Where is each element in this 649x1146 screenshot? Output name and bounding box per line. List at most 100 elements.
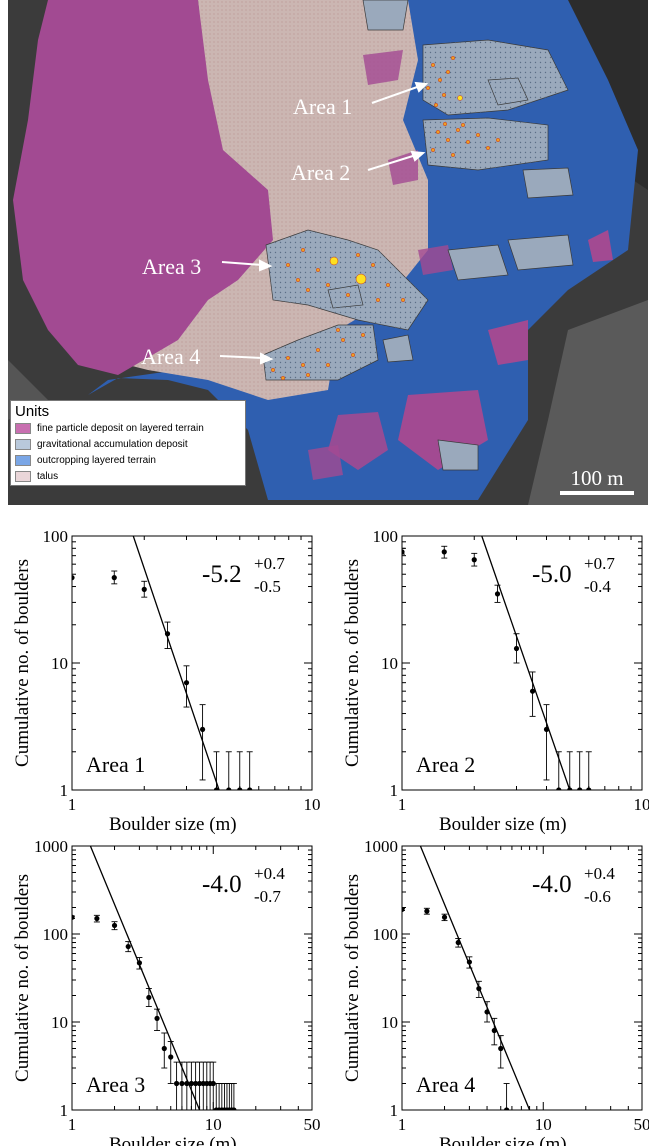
data-point: [183, 680, 190, 686]
power-law-fit-line: [481, 536, 571, 790]
data-point: [164, 631, 171, 637]
scale-label: 100 m: [570, 466, 624, 490]
power-law-fit-line: [419, 846, 531, 1110]
data-point: [498, 1045, 504, 1052]
data-point: [188, 1080, 194, 1087]
data-point: [111, 575, 117, 581]
fit-line-group: [89, 846, 201, 1110]
data-point: [136, 960, 142, 966]
legend-item-outcropping: outcropping layered terrain: [15, 452, 245, 468]
y-tick-label: 10: [381, 654, 398, 673]
chart-area-4: 1 10 50 1 10 100 1000 Boulder size (m) Cumulativ…: [342, 837, 649, 1146]
fine-deposit-unit: [13, 0, 273, 375]
legend-label: gravitational accumulation deposit: [37, 438, 188, 450]
data-point: [168, 1054, 174, 1060]
data-point: [141, 586, 147, 592]
legend-label: fine particle deposit on layered terrain: [37, 422, 204, 434]
data-point: [154, 1015, 160, 1021]
slope-lower-error: -0.4: [584, 577, 611, 596]
data-point: [199, 726, 206, 733]
y-axis-label: Cumulative no. of boulders: [342, 559, 363, 767]
data-point: [196, 1080, 203, 1087]
map-legend: Units fine particle deposit on layered t…: [10, 400, 246, 486]
x-axis-label: Boulder size (m): [439, 1134, 567, 1146]
power-law-fit-line: [132, 536, 220, 790]
data-point: [146, 994, 152, 1001]
y-tick-label: 100: [373, 925, 399, 944]
map-label-area-3: Area 3: [142, 254, 202, 279]
boulder-markers: [270, 55, 501, 381]
y-tick-label: 1000: [364, 837, 398, 856]
scale-bar: 100 m: [557, 466, 637, 495]
y-tick-label: 100: [43, 527, 69, 546]
data-point: [484, 1009, 490, 1015]
data-point: [231, 1107, 237, 1110]
panel-area-label: Area 2: [416, 752, 475, 777]
y-axis-label: Cumulative no. of boulders: [12, 874, 33, 1082]
data-point: [567, 787, 573, 790]
legend-title: Units: [15, 403, 50, 420]
data-point: [556, 787, 562, 790]
map-label-area-4: Area 4: [141, 344, 201, 369]
x-tick-label: 1: [68, 795, 77, 814]
panel-area-label: Area 1: [86, 752, 145, 777]
data-point: [441, 549, 447, 555]
y-tick-label: 1: [390, 1101, 399, 1120]
fit-line-group: [481, 536, 571, 790]
legend-item-gravitational: gravitational accumulation deposit: [15, 436, 245, 452]
data-point: [237, 787, 243, 790]
data-point: [247, 787, 253, 790]
chart-area-1: 1 10 1 10 100 Boulder size (m) Cumulative no. …: [12, 527, 321, 835]
slope-lower-error: -0.6: [584, 887, 611, 906]
data-point: [213, 787, 220, 790]
fit-line-group: [419, 846, 531, 1110]
data-point: [94, 915, 100, 922]
data-point: [161, 1045, 167, 1052]
y-tick-label: 1: [390, 781, 399, 800]
slope-upper-error: +0.4: [584, 864, 615, 883]
plot-frame: [71, 845, 313, 1111]
geomorphological-map: Area 1 Area 2 Area 3 Area 4: [8, 0, 648, 505]
x-tick-label: 10: [535, 1115, 552, 1134]
legend-swatch-talus: [15, 470, 31, 482]
slope-upper-error: +0.7: [584, 554, 615, 573]
data-point: [577, 787, 583, 790]
slope-exponent: -4.0: [532, 871, 572, 898]
slope-exponent: -5.2: [202, 561, 242, 588]
map-image: [8, 0, 648, 505]
legend-label: outcropping layered terrain: [37, 454, 156, 466]
data-point: [173, 1080, 180, 1087]
legend-swatch-outcropping: [15, 454, 31, 466]
legend-item-fine-particle: fine particle deposit on layered terrain: [15, 420, 245, 436]
data-point: [441, 914, 448, 920]
slope-upper-error: +0.4: [254, 864, 285, 883]
legend-item-talus: talus: [15, 468, 245, 484]
x-axis-label: Boulder size (m): [109, 1134, 237, 1146]
panel-area-label: Area 4: [416, 1072, 475, 1097]
slope-exponent: -5.0: [532, 561, 572, 588]
slope-upper-error: +0.7: [254, 554, 285, 573]
data-point: [125, 943, 131, 950]
x-axis-label: Boulder size (m): [439, 814, 567, 835]
data-point: [494, 591, 501, 597]
plot-frame: [401, 845, 643, 1111]
data-point: [586, 787, 592, 790]
x-tick-label: 1: [68, 1115, 77, 1134]
data-point: [466, 959, 472, 965]
y-axis-label: Cumulative no. of boulders: [342, 874, 363, 1082]
x-tick-label: 50: [304, 1115, 321, 1134]
data-point: [513, 645, 520, 652]
fit-line-group: [132, 536, 220, 790]
legend-swatch-gravitational: [15, 438, 31, 450]
data-point: [471, 557, 477, 563]
legend-swatch-fine-particle: [15, 422, 31, 434]
chart-area-2: 1 10 1 10 100 Boulder size (m) Cumulative no. …: [342, 527, 649, 835]
data-point: [226, 787, 232, 790]
data-point: [529, 688, 536, 694]
data-point: [193, 1080, 199, 1087]
map-label-area-1: Area 1: [293, 94, 353, 119]
x-tick-label: 10: [634, 795, 649, 814]
map-label-area-2: Area 2: [291, 160, 351, 185]
data-point: [424, 908, 430, 914]
data-points-group: [402, 906, 510, 1110]
